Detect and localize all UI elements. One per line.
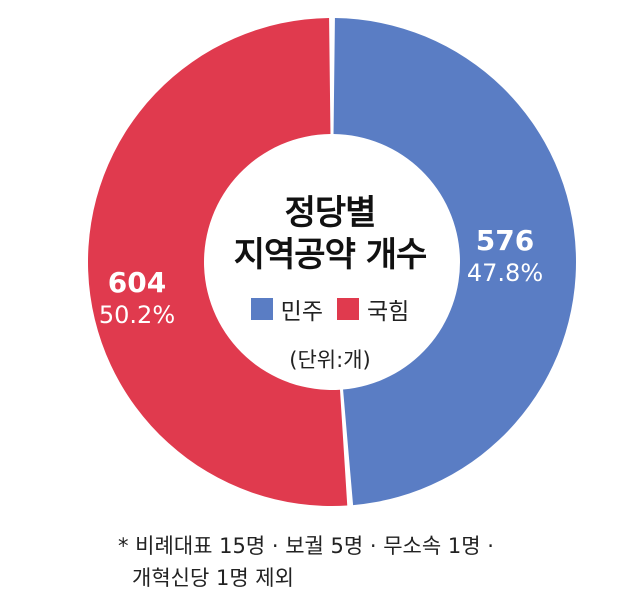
legend-label-gukhim: 국힘 (367, 299, 410, 325)
donut-slice-minju (333, 18, 576, 506)
percent-label-gukhim: 50.2% (98, 301, 176, 329)
chart-title-line-1: 정당별 (284, 193, 377, 233)
unit-note: (단위:개) (289, 348, 371, 372)
legend-label-minju: 민주 (280, 299, 323, 325)
percent-label-minju: 47.8% (466, 259, 544, 287)
footnote-line-2: 개혁신당 1명 제외 (132, 566, 294, 590)
legend-swatch-gukhim (337, 298, 359, 320)
donut-slice-gukhim (87, 18, 348, 507)
legend-item-minju: 민주 (250, 292, 323, 326)
chart-title-line-2: 지역공약 개수 (233, 235, 428, 275)
legend-swatch-minju (250, 298, 273, 320)
data-label-gukhim: 604 50.2% (82, 266, 192, 330)
value-label-minju: 576 (475, 224, 535, 257)
footnote-line-1: * 비례대표 15명 · 보궐 5명 · 무소속 1명 · (118, 534, 494, 558)
data-label-minju: 576 47.8% (450, 224, 560, 288)
legend: 민주 국힘 (0, 292, 640, 326)
legend-item-gukhim: 국힘 (337, 292, 409, 326)
value-label-gukhim: 604 (107, 266, 167, 299)
